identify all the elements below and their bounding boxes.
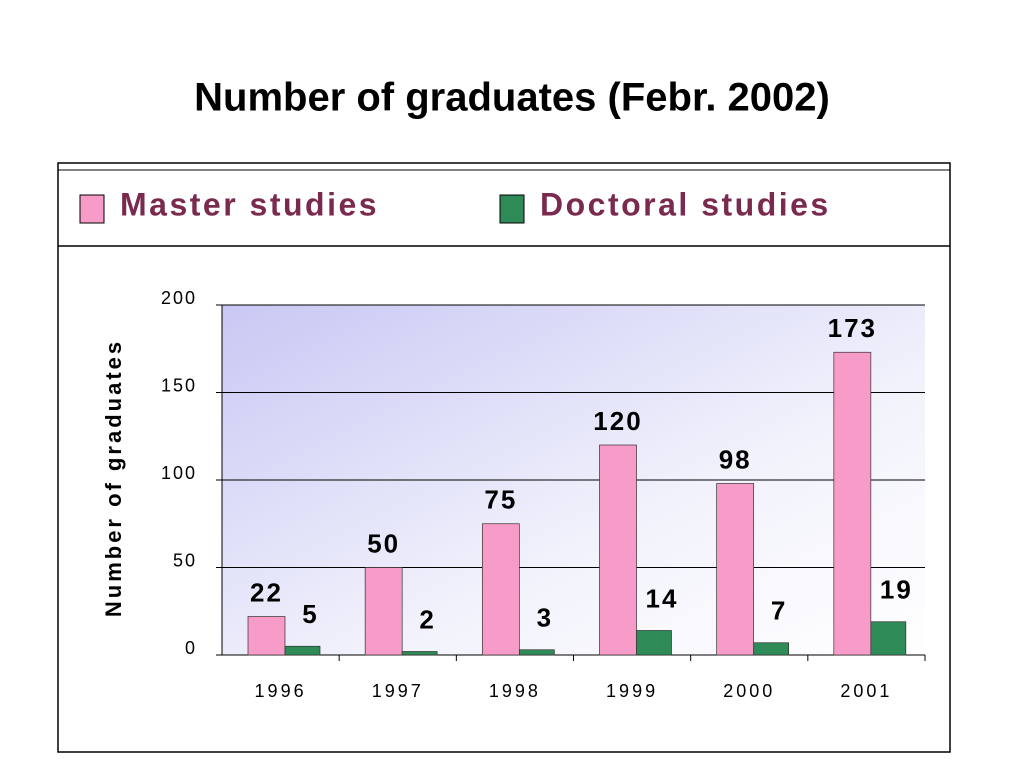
bar	[753, 642, 790, 656]
bar	[247, 616, 286, 656]
value-label: 75	[484, 485, 517, 515]
x-tick-label: 1999	[606, 681, 658, 701]
value-label: 7	[771, 596, 787, 626]
bar	[870, 621, 907, 656]
value-label: 2	[419, 604, 435, 634]
x-tick-label: 2001	[840, 681, 892, 701]
value-label: 120	[593, 406, 642, 436]
value-label: 5	[302, 599, 318, 629]
bar	[401, 651, 438, 656]
chart-title: Number of graduates (Febr. 2002)	[194, 76, 830, 120]
bar	[364, 567, 403, 656]
legend-label: Master studies	[120, 186, 379, 222]
x-tick-label: 2000	[723, 681, 775, 701]
x-tick-label: 1998	[489, 681, 541, 701]
value-label: 98	[719, 444, 752, 474]
y-tick-label: 100	[161, 463, 197, 483]
value-label: 3	[537, 603, 553, 633]
bar	[284, 645, 321, 656]
bar	[518, 649, 555, 656]
legend-swatch	[499, 194, 525, 224]
bar	[716, 483, 755, 656]
value-label: 19	[880, 575, 913, 605]
value-label: 22	[250, 577, 283, 607]
bar	[599, 444, 637, 656]
bar	[833, 351, 872, 656]
bar	[636, 630, 672, 656]
y-tick-label: 50	[173, 550, 197, 570]
legend-label: Doctoral studies	[540, 186, 831, 222]
value-label: 173	[828, 313, 877, 343]
value-label: 50	[367, 528, 400, 558]
y-axis-label: Number of graduates	[101, 339, 126, 617]
legend-swatch	[79, 194, 105, 224]
x-tick-label: 1996	[255, 681, 307, 701]
y-tick-label: 150	[161, 375, 197, 395]
y-tick-label: 0	[185, 638, 197, 658]
y-tick-label: 200	[161, 288, 197, 308]
value-label: 14	[646, 583, 679, 613]
bar	[481, 523, 520, 656]
x-tick-label: 1997	[372, 681, 424, 701]
